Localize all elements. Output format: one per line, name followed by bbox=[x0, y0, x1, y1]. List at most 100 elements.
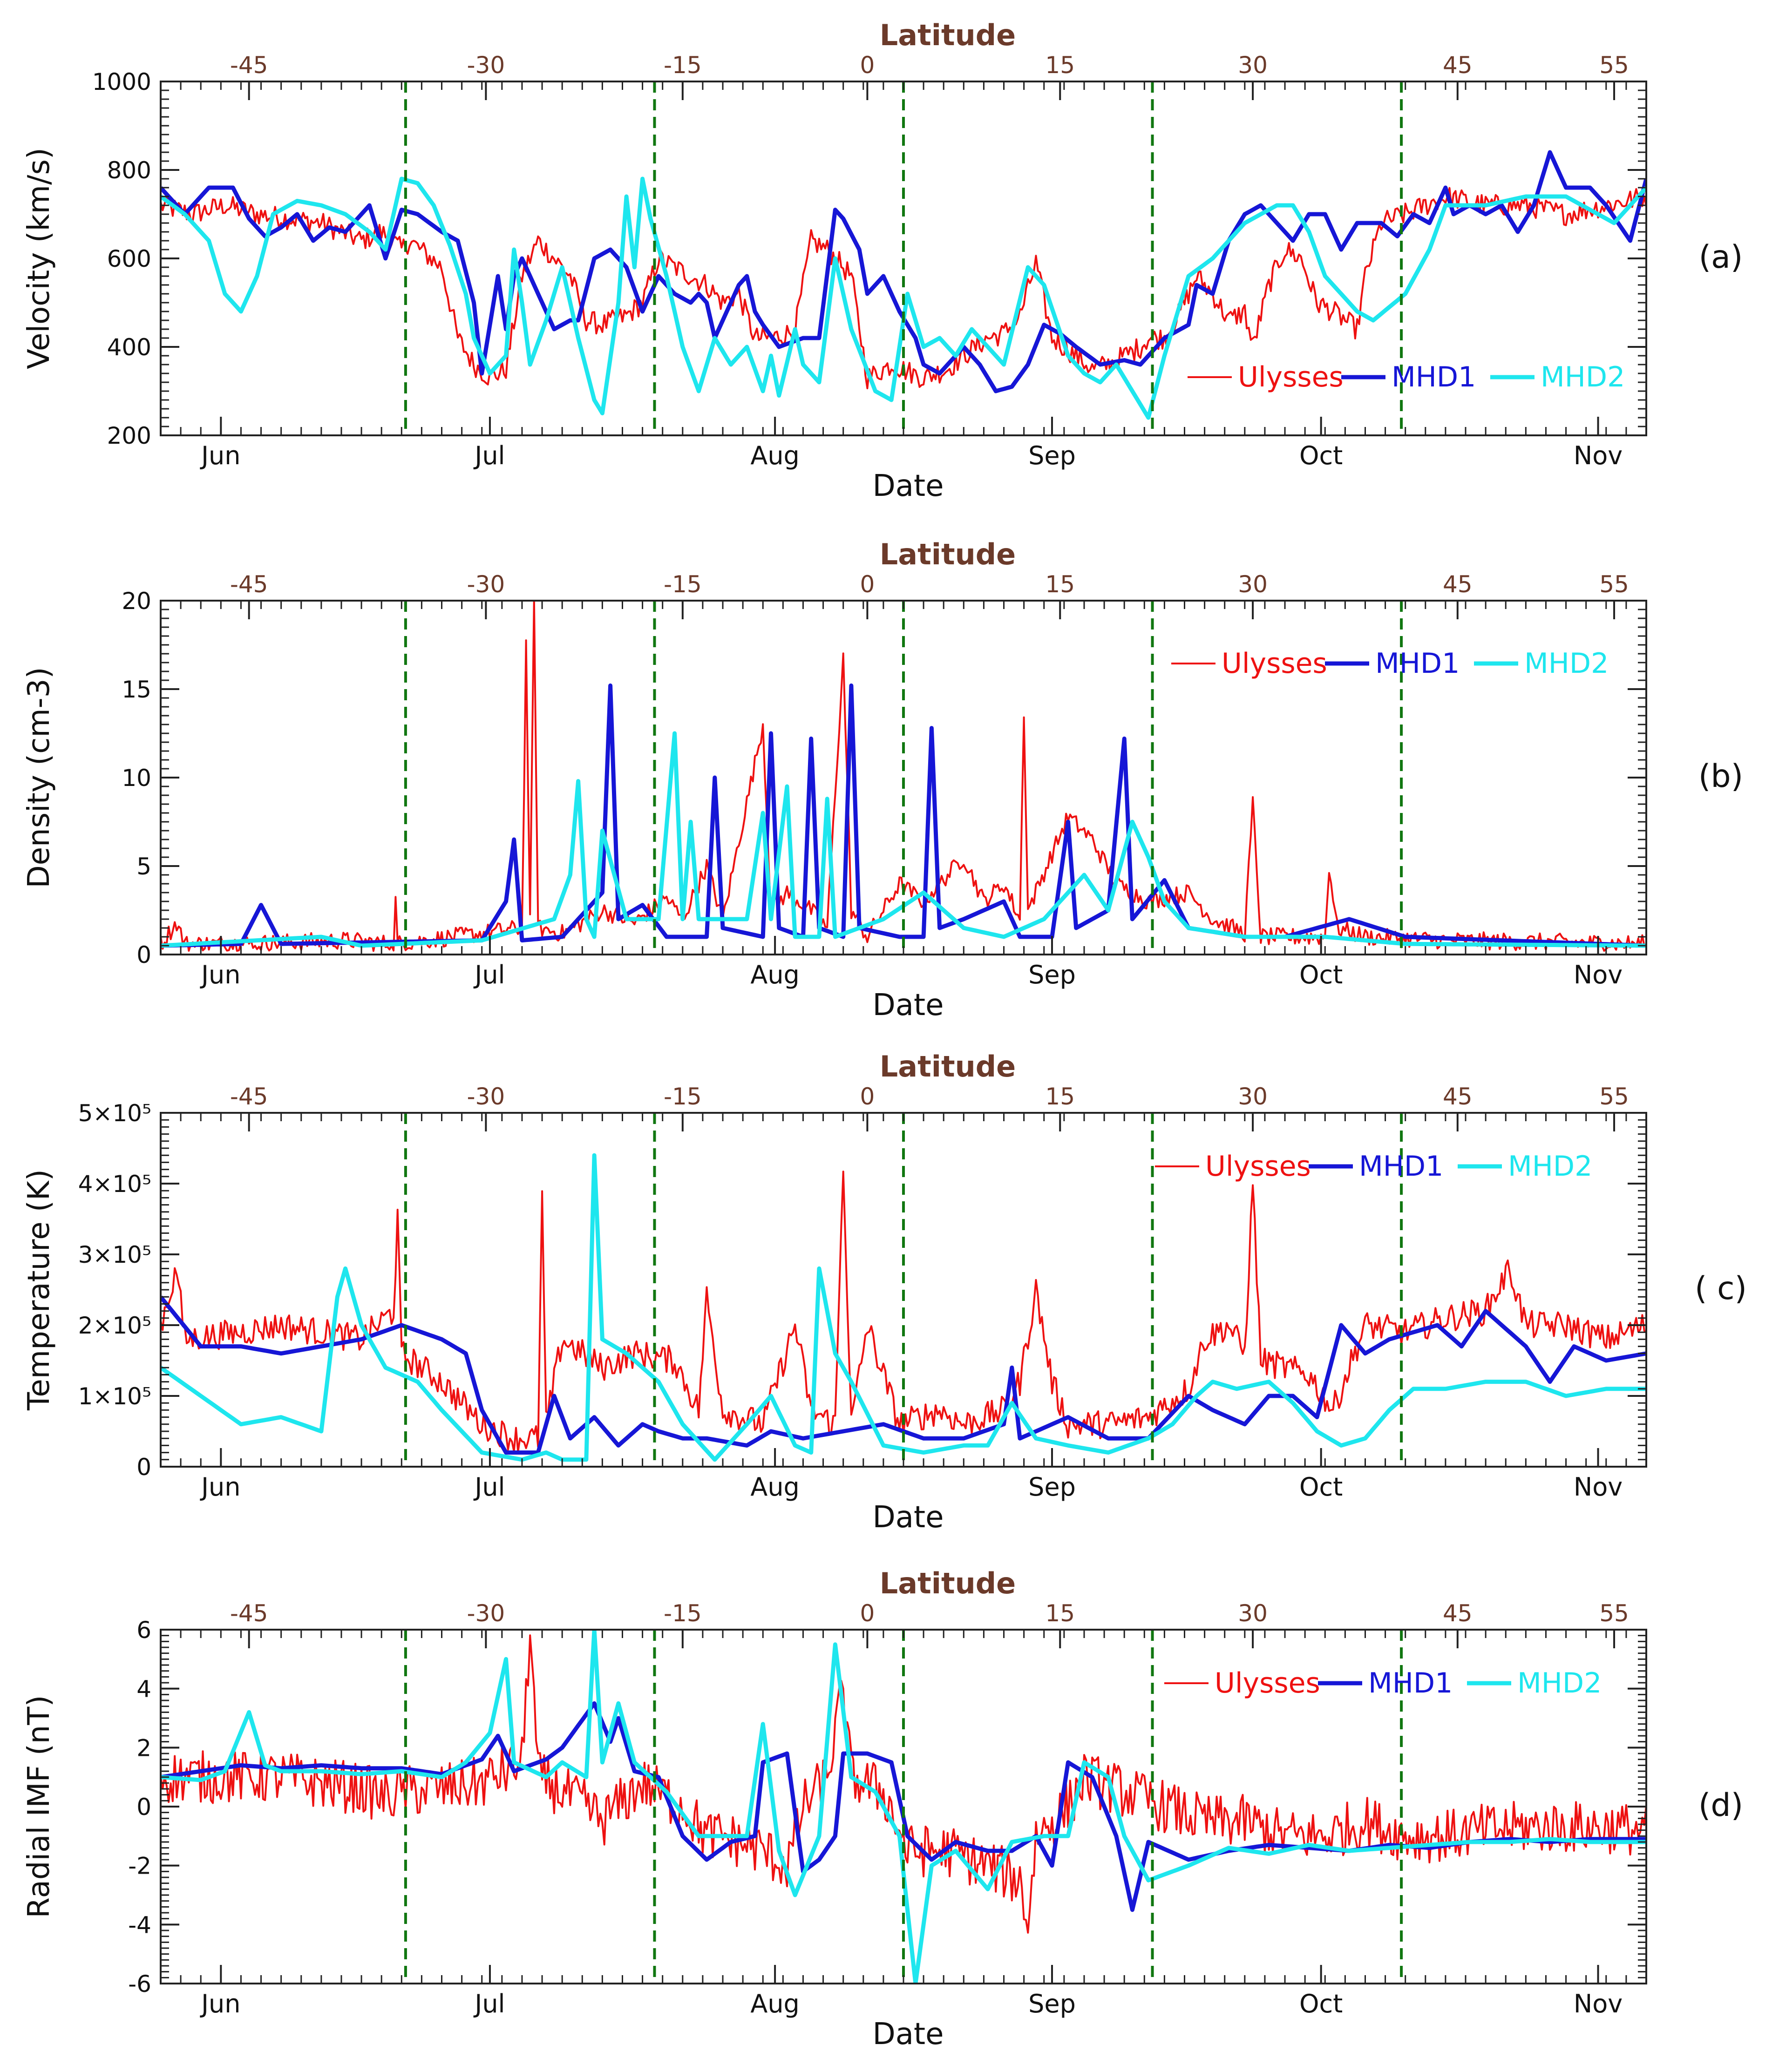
y-tick-label: 1000 bbox=[92, 68, 151, 95]
y-tick-label: 600 bbox=[107, 245, 151, 272]
latitude-tick-label: 30 bbox=[1238, 52, 1268, 79]
latitude-axis-title: Latitude bbox=[880, 1050, 1016, 1083]
latitude-tick-label: 15 bbox=[1045, 1083, 1075, 1110]
y-tick-label: 0 bbox=[136, 1794, 151, 1821]
panel-3: Jun Jul Aug Sep Oct Nov -45 -30 -15 0 15 30 45 55 Lati… bbox=[22, 1050, 1747, 1535]
y-tick-label: -4 bbox=[128, 1911, 151, 1938]
latitude-tick-label: -30 bbox=[467, 1600, 505, 1627]
y-axis-title: Density (cm-3) bbox=[22, 667, 56, 888]
series-line-mhd2 bbox=[161, 1630, 1646, 1984]
x-tick-label-jul: Jul bbox=[473, 441, 505, 470]
panel-1: Jun Jul Aug Sep Oct Nov -45 -30 -15 0 15 30 45 55 Lati… bbox=[22, 18, 1743, 503]
y-tick-label: 10 bbox=[122, 765, 151, 792]
y-tick-label: 2 bbox=[136, 1734, 151, 1761]
x-tick-label-nov: Nov bbox=[1574, 1989, 1623, 2018]
x-axis-title: Date bbox=[873, 988, 944, 1022]
latitude-tick-label: -30 bbox=[467, 571, 505, 598]
latitude-tick-label: -15 bbox=[664, 571, 702, 598]
panel-tag: ( c) bbox=[1695, 1270, 1747, 1307]
latitude-tick-label: 45 bbox=[1443, 1600, 1473, 1627]
x-axis-title: Date bbox=[873, 469, 944, 503]
legend: Ulysses MHD1 MHD2 bbox=[1171, 647, 1609, 680]
legend-label-ulysses: Ulysses bbox=[1238, 361, 1344, 393]
latitude-tick-label: 15 bbox=[1045, 52, 1075, 79]
x-tick-label-jul: Jul bbox=[473, 1989, 505, 2018]
x-tick-label-jun: Jun bbox=[200, 960, 240, 989]
latitude-tick-label: 30 bbox=[1238, 1600, 1268, 1627]
legend: Ulysses MHD1 MHD2 bbox=[1155, 1150, 1592, 1183]
latitude-tick-label: 55 bbox=[1599, 1600, 1629, 1627]
latitude-tick-label: -15 bbox=[664, 1083, 702, 1110]
y-tick-label: 200 bbox=[107, 422, 151, 449]
panel-4: Jun Jul Aug Sep Oct Nov -45 -30 -15 0 15 30 45 55 Lati… bbox=[22, 1566, 1743, 2052]
x-tick-label-jul: Jul bbox=[473, 960, 505, 989]
x-tick-label-aug: Aug bbox=[750, 1472, 799, 1502]
latitude-tick-label: 15 bbox=[1045, 571, 1075, 598]
latitude-tick-label: -45 bbox=[230, 1600, 268, 1627]
latitude-tick-label: -30 bbox=[467, 1083, 505, 1110]
y-tick-label: 6 bbox=[136, 1617, 151, 1644]
x-tick-label-oct: Oct bbox=[1299, 960, 1343, 989]
x-tick-label-nov: Nov bbox=[1574, 960, 1623, 989]
panel-tag: (b) bbox=[1698, 758, 1743, 795]
latitude-tick-label: -45 bbox=[230, 1083, 268, 1110]
y-tick-label: 0 bbox=[136, 1454, 151, 1481]
latitude-tick-label: 0 bbox=[860, 571, 875, 598]
latitude-axis-title: Latitude bbox=[880, 537, 1016, 571]
x-tick-label-aug: Aug bbox=[750, 960, 799, 989]
legend: Ulysses MHD1 MHD2 bbox=[1164, 1667, 1602, 1700]
latitude-tick-label: 45 bbox=[1443, 571, 1473, 598]
x-tick-label-jun: Jun bbox=[200, 1472, 240, 1502]
latitude-tick-label: 55 bbox=[1599, 1083, 1629, 1110]
legend-label-mhd2: MHD2 bbox=[1517, 1667, 1602, 1700]
latitude-axis-title: Latitude bbox=[880, 1566, 1016, 1600]
y-tick-label: 800 bbox=[107, 157, 151, 184]
panel-tag: (d) bbox=[1698, 1787, 1743, 1824]
y-tick-label: 0 bbox=[136, 941, 151, 968]
latitude-tick-label: 55 bbox=[1599, 52, 1629, 79]
latitude-tick-label: 0 bbox=[860, 52, 875, 79]
y-tick-label: 4×10⁵ bbox=[78, 1171, 151, 1198]
series-line-ulysses bbox=[161, 187, 1646, 389]
legend-label-mhd2: MHD2 bbox=[1524, 647, 1609, 680]
legend-label-mhd2: MHD2 bbox=[1541, 361, 1625, 393]
latitude-tick-label: 30 bbox=[1238, 571, 1268, 598]
x-tick-label-nov: Nov bbox=[1574, 441, 1623, 470]
legend-label-mhd1: MHD1 bbox=[1368, 1667, 1453, 1700]
latitude-tick-label: 45 bbox=[1443, 52, 1473, 79]
latitude-tick-label: 55 bbox=[1599, 571, 1629, 598]
y-tick-label: -2 bbox=[128, 1853, 151, 1880]
latitude-tick-label: 0 bbox=[860, 1600, 875, 1627]
latitude-tick-label: -45 bbox=[230, 52, 268, 79]
x-tick-label-oct: Oct bbox=[1299, 1472, 1343, 1502]
latitude-tick-label: -15 bbox=[664, 52, 702, 79]
x-axis-title: Date bbox=[873, 1500, 944, 1535]
y-tick-label: 3×10⁵ bbox=[78, 1241, 151, 1268]
x-tick-label-oct: Oct bbox=[1299, 441, 1343, 470]
x-tick-label-jul: Jul bbox=[473, 1472, 505, 1502]
legend-label-mhd1: MHD1 bbox=[1392, 361, 1476, 393]
x-tick-label-jun: Jun bbox=[200, 1989, 240, 2018]
y-axis-title: Radial IMF (nT) bbox=[22, 1695, 56, 1918]
x-tick-label-jun: Jun bbox=[200, 441, 240, 470]
latitude-tick-label: 15 bbox=[1045, 1600, 1075, 1627]
latitude-tick-label: -45 bbox=[230, 571, 268, 598]
y-tick-label: 2×10⁵ bbox=[78, 1312, 151, 1339]
y-tick-label: 1×10⁵ bbox=[78, 1383, 151, 1410]
legend-label-mhd1: MHD1 bbox=[1359, 1150, 1443, 1183]
x-tick-label-nov: Nov bbox=[1574, 1472, 1623, 1502]
panel-tag: (a) bbox=[1699, 239, 1743, 276]
y-tick-label: 5×10⁵ bbox=[78, 1100, 151, 1127]
legend-label-mhd2: MHD2 bbox=[1508, 1150, 1592, 1183]
latitude-tick-label: -30 bbox=[467, 52, 505, 79]
y-tick-label: 5 bbox=[136, 853, 151, 880]
x-tick-label-sep: Sep bbox=[1028, 960, 1076, 989]
legend-label-ulysses: Ulysses bbox=[1215, 1667, 1320, 1700]
x-tick-label-aug: Aug bbox=[750, 441, 799, 470]
latitude-tick-label: 45 bbox=[1443, 1083, 1473, 1110]
x-axis-title: Date bbox=[873, 2017, 944, 2052]
y-axis-title: Temperature (K) bbox=[22, 1169, 56, 1411]
legend-label-mhd1: MHD1 bbox=[1375, 647, 1460, 680]
latitude-tick-label: -15 bbox=[664, 1600, 702, 1627]
